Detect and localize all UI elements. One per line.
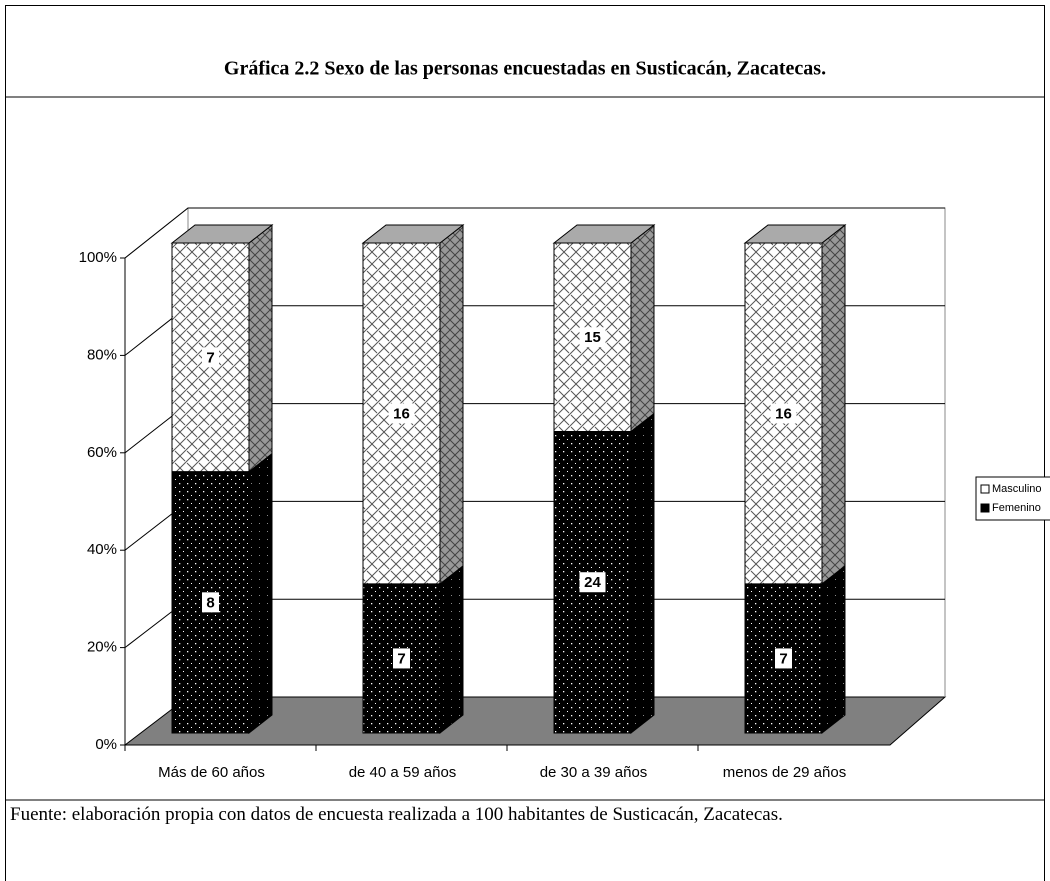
y-tick-label: 100%	[79, 249, 117, 266]
bar-side	[630, 412, 655, 735]
x-tick-label: de 30 a 39 años	[540, 764, 648, 781]
y-tick-label: 80%	[87, 346, 117, 363]
bar-top	[361, 224, 465, 244]
data-label: 24	[584, 574, 601, 591]
legend-label: Femenino	[992, 502, 1041, 514]
bar-top	[743, 224, 847, 244]
legend-label: Masculino	[992, 483, 1042, 495]
bar-segment	[362, 564, 464, 735]
data-label-box	[775, 648, 792, 669]
legend-swatch	[980, 503, 990, 513]
data-label: 15	[584, 329, 601, 346]
data-label: 7	[779, 650, 787, 667]
legend: Masculino Femenino	[975, 476, 1050, 521]
source-note: Fuente: elaboración propia con datos de …	[10, 804, 783, 825]
data-label-box	[202, 592, 219, 613]
bar-side	[821, 223, 846, 585]
x-tick-label: Más de 60 años	[158, 764, 265, 781]
data-label: 8	[206, 594, 214, 611]
bar-side	[821, 564, 846, 735]
bar-side	[439, 223, 464, 585]
chart-title: Gráfica 2.2 Sexo de las personas encuest…	[224, 58, 826, 80]
y-tick-label: 60%	[87, 444, 117, 461]
data-label: 7	[206, 349, 214, 366]
data-label-box	[579, 572, 606, 593]
bar-side	[439, 564, 464, 735]
data-label-box	[770, 403, 797, 424]
y-tick-label: 0%	[95, 736, 117, 753]
data-label: 16	[775, 405, 792, 422]
y-tick-label: 40%	[87, 541, 117, 558]
bar-segment	[744, 564, 846, 735]
data-label-box	[388, 403, 415, 424]
y-tick-label: 20%	[87, 639, 117, 656]
bar-top	[552, 224, 656, 244]
bar-segment	[171, 452, 273, 735]
legend-box	[975, 476, 1050, 521]
data-label: 16	[393, 405, 410, 422]
x-tick-label: de 40 a 59 años	[349, 764, 457, 781]
bar-side	[248, 452, 273, 735]
data-label-box	[202, 347, 219, 368]
bar-side	[248, 223, 273, 473]
bar-top	[170, 224, 274, 244]
grid-line	[124, 207, 945, 259]
data-label: 7	[397, 650, 405, 667]
bar-segment	[170, 223, 274, 473]
legend-swatch	[980, 484, 990, 494]
data-label-box	[393, 648, 410, 669]
x-tick-label: menos de 29 años	[723, 764, 846, 781]
bar-side	[630, 223, 655, 433]
frame	[5, 5, 1045, 881]
data-label-box	[579, 327, 606, 348]
